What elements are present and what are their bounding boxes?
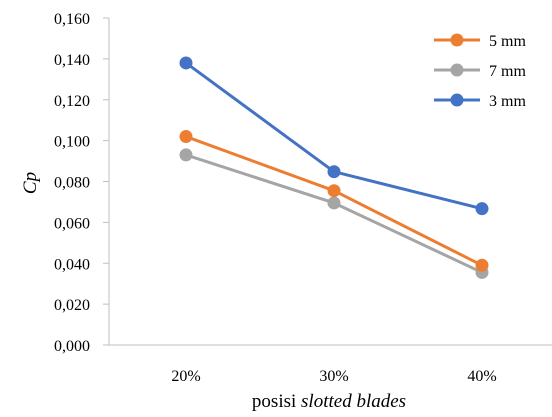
x-axis-title-italic: slotted blades xyxy=(301,391,406,412)
legend-swatch-marker xyxy=(450,63,464,77)
data-point xyxy=(327,184,341,198)
legend-label: 5 mm xyxy=(489,33,526,50)
data-point xyxy=(327,165,341,179)
x-axis-ticks: 20% 30% 40% xyxy=(171,368,496,385)
series-layer xyxy=(179,56,489,279)
y-axis-ticks: 0,000 0,020 0,040 0,060 0,080 0,100 0,120 0,140… xyxy=(54,11,109,355)
x-axis-title: posisi slotted blades xyxy=(252,391,406,412)
y-tick-label: 0,140 xyxy=(54,52,90,69)
y-tick-label: 0,100 xyxy=(54,134,90,151)
x-tick-label: 30% xyxy=(319,368,348,385)
y-tick-label: 0,080 xyxy=(54,175,90,192)
x-tick-label: 20% xyxy=(171,368,200,385)
plot-area xyxy=(108,18,552,346)
legend-swatch-marker xyxy=(450,33,464,47)
y-tick-label: 0,060 xyxy=(54,215,90,232)
y-tick-label: 0,000 xyxy=(54,338,90,355)
y-tick-label: 0,160 xyxy=(54,11,90,28)
series-3-mm xyxy=(179,56,489,216)
data-point xyxy=(179,56,193,70)
y-tick-label: 0,120 xyxy=(54,93,90,110)
data-point xyxy=(475,202,489,216)
legend-item: 7 mm xyxy=(434,63,526,80)
legend-item: 5 mm xyxy=(434,33,526,50)
legend-item: 3 mm xyxy=(434,93,526,110)
legend-label: 3 mm xyxy=(489,93,526,110)
legend-label: 7 mm xyxy=(489,63,526,80)
data-point xyxy=(475,258,489,272)
data-point xyxy=(179,148,193,162)
y-tick-label: 0,020 xyxy=(54,297,90,314)
legend-swatch-marker xyxy=(450,93,464,107)
series-5-mm xyxy=(179,130,489,272)
legend: 5 mm 7 mm 3 mm xyxy=(434,33,526,110)
y-tick-label: 0,040 xyxy=(54,256,90,273)
data-point xyxy=(327,196,341,210)
y-axis-title: Cp xyxy=(20,172,41,194)
x-tick-label: 40% xyxy=(467,368,496,385)
x-axis-title-prefix: posisi xyxy=(252,391,301,412)
data-point xyxy=(179,130,193,144)
